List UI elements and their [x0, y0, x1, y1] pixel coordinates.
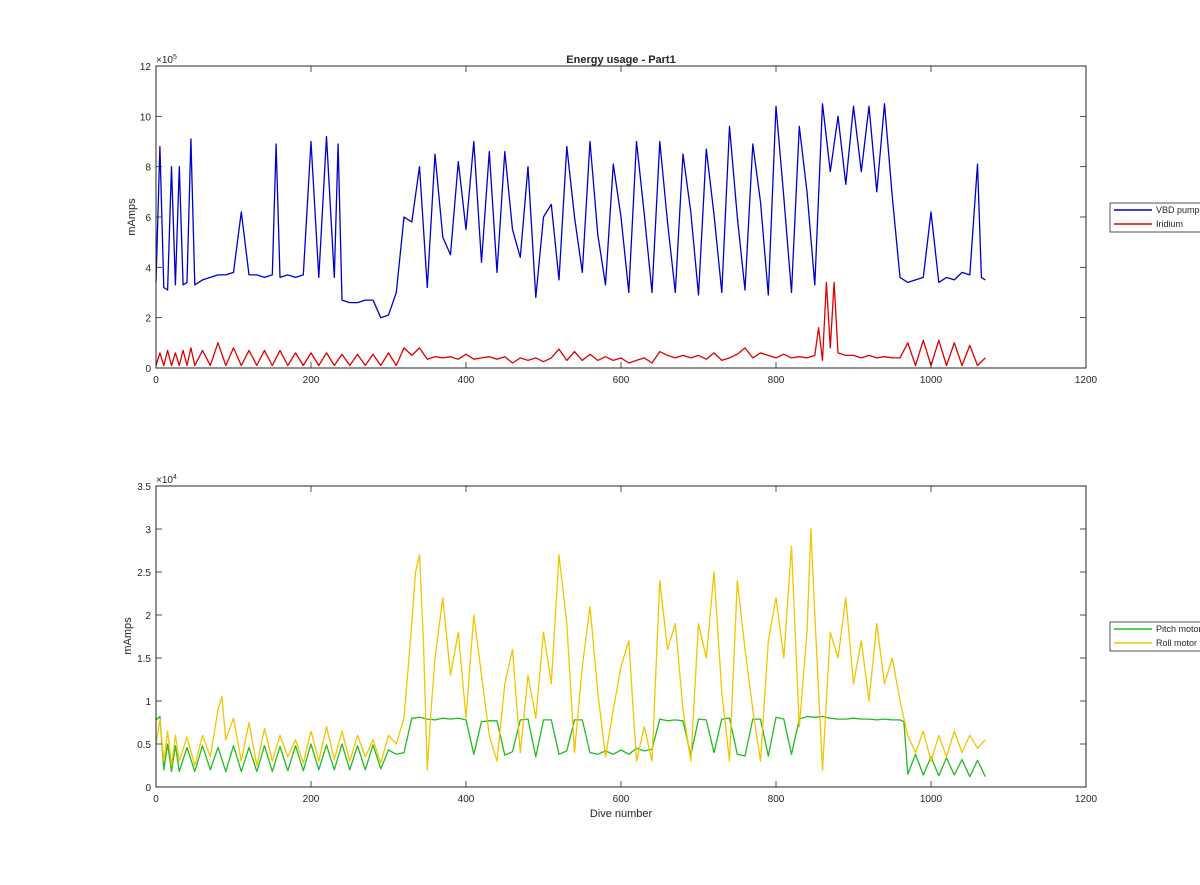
bottom-y-tick-label: 0.5	[137, 740, 151, 751]
top-y-ticks: 0 2 4 6 8 10 12	[140, 62, 1086, 375]
top-y-tick-label: 4	[145, 263, 151, 274]
top-x-tick-label: 200	[303, 375, 320, 386]
top-legend-vbd-label: VBD pump	[1156, 205, 1200, 215]
bottom-y-ticks: 0 0.5 1 1.5 2 2.5 3 3.5	[137, 482, 1086, 794]
top-x-tick-label: 800	[768, 375, 785, 386]
top-y-exponent-power: 5	[173, 54, 177, 61]
top-legend-box	[1109, 202, 1200, 233]
bottom-y-exponent-power: 4	[173, 474, 177, 481]
top-chart-title: Energy usage - Part1	[566, 54, 675, 66]
bottom-y-axis-label: mAmps	[122, 617, 134, 655]
bottom-x-tick-label: 400	[458, 794, 475, 805]
bottom-x-tick-label: 1000	[920, 794, 943, 805]
bottom-x-ticks: 0 200 400 600 800 1000 1200	[153, 486, 1098, 805]
top-legend-iridium-label: Iridium	[1156, 219, 1183, 229]
bottom-y-exponent: ×104	[156, 474, 177, 486]
bottom-x-axis-label: Dive number	[590, 808, 653, 820]
bottom-plot-series	[155, 528, 986, 778]
bottom-y-tick-label: 1	[145, 697, 151, 708]
bottom-y-tick-label: 3.5	[137, 482, 151, 493]
top-axes: Energy usage - Part1 0 200 400 600 800 1000 12…	[126, 54, 1200, 386]
bottom-y-tick-label: 2	[145, 611, 151, 622]
bottom-legend: Pitch motor Roll motor	[1109, 621, 1200, 652]
bottom-y-tick-label: 3	[145, 525, 151, 536]
bottom-x-tick-label: 600	[613, 794, 630, 805]
bottom-legend-roll-label: Roll motor	[1156, 638, 1197, 648]
top-y-tick-label: 10	[140, 112, 152, 123]
bottom-y-tick-label: 0	[145, 783, 151, 794]
bottom-legend-box	[1109, 621, 1200, 652]
bottom-series-line-roll-motor	[155, 528, 986, 771]
top-x-tick-label: 1000	[920, 375, 943, 386]
top-series-line-iridium	[155, 281, 986, 367]
top-y-tick-label: 8	[145, 163, 151, 174]
bottom-axes: 0 200 400 600 800 1000 1200 0 0.5 1 1.5 2 2.5 3 3.5 ×…	[122, 474, 1200, 820]
bottom-legend-pitch-label: Pitch motor	[1156, 624, 1200, 634]
top-x-ticks: 0 200 400 600 800 1000 1200	[153, 66, 1098, 386]
top-legend: VBD pump Iridium	[1109, 202, 1200, 233]
top-y-tick-label: 12	[140, 62, 152, 73]
bottom-x-tick-label: 200	[303, 794, 320, 805]
bottom-x-tick-label: 0	[153, 794, 159, 805]
bottom-x-tick-label: 1200	[1075, 794, 1098, 805]
bottom-series-line-pitch-motor	[155, 715, 986, 778]
top-x-tick-label: 600	[613, 375, 630, 386]
bottom-y-exponent-base: ×10	[156, 475, 173, 486]
top-y-tick-label: 0	[145, 364, 151, 375]
top-y-tick-label: 2	[145, 314, 151, 325]
top-y-exponent-base: ×10	[156, 55, 173, 66]
bottom-y-tick-label: 2.5	[137, 568, 151, 579]
top-series-line-vbd-pump	[155, 103, 986, 319]
bottom-x-tick-label: 800	[768, 794, 785, 805]
top-x-tick-label: 1200	[1075, 375, 1098, 386]
top-plot-series	[155, 103, 986, 367]
top-y-tick-label: 6	[145, 213, 151, 224]
bottom-y-tick-label: 1.5	[137, 654, 151, 665]
top-x-tick-label: 0	[153, 375, 159, 386]
top-y-exponent: ×105	[156, 54, 177, 66]
top-x-tick-label: 400	[458, 375, 475, 386]
top-y-axis-label: mAmps	[126, 198, 138, 236]
